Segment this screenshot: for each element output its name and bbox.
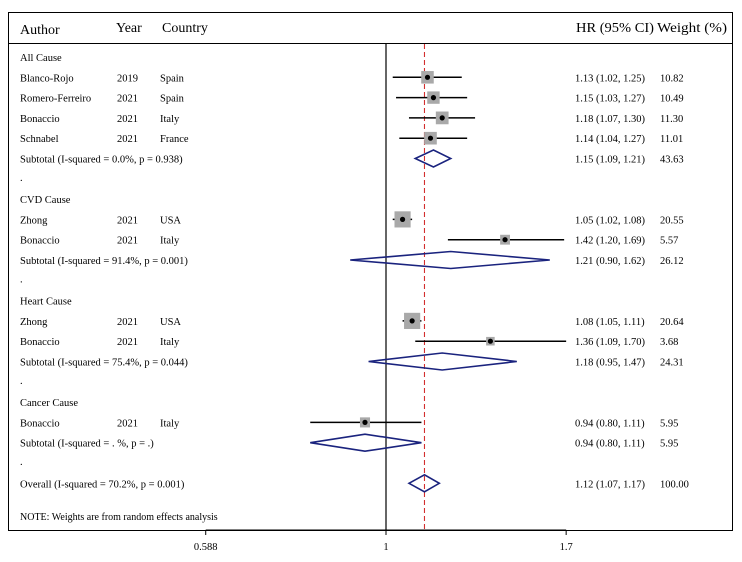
subtotal-hr-ci: 1.21 (0.90, 1.62) bbox=[575, 256, 645, 267]
study-weight: 10.82 bbox=[660, 73, 684, 84]
study-country: Spain bbox=[160, 73, 185, 84]
x-tick-label: 1.7 bbox=[560, 542, 573, 553]
point-estimate bbox=[427, 135, 434, 141]
study-author: Bonaccio bbox=[20, 236, 60, 247]
study-weight: 11.30 bbox=[660, 114, 683, 125]
subtotal-hr-ci: 0.94 (0.80, 1.11) bbox=[575, 439, 645, 450]
spacer-dot: . bbox=[20, 376, 23, 387]
subtotal-weight: 26.12 bbox=[660, 256, 684, 267]
study-hr-ci: 0.94 (0.80, 1.11) bbox=[575, 418, 645, 429]
subtotal-hr-ci: 1.15 (1.09, 1.21) bbox=[575, 155, 645, 166]
study-hr-ci: 1.18 (1.07, 1.30) bbox=[575, 114, 645, 125]
subtotal-diamond bbox=[350, 250, 550, 270]
subtotal-diamond bbox=[310, 433, 422, 453]
study-year: 2019 bbox=[117, 73, 138, 84]
subtotal-weight: 43.63 bbox=[660, 155, 684, 166]
study-hr-ci: 1.14 (1.04, 1.27) bbox=[575, 134, 645, 145]
plot-marks bbox=[310, 71, 567, 493]
x-axis: 0.588 1 1.7 bbox=[194, 529, 573, 553]
point-estimate bbox=[487, 338, 493, 344]
study-author: Zhong bbox=[20, 317, 48, 328]
subtotal-weight: 24.31 bbox=[660, 358, 684, 369]
point-estimate bbox=[424, 74, 431, 80]
study-hr-ci: 1.13 (1.02, 1.25) bbox=[575, 73, 645, 84]
study-weight: 5.57 bbox=[660, 236, 678, 247]
study-hr-ci: 1.05 (1.02, 1.08) bbox=[575, 215, 645, 226]
plot-frame bbox=[8, 12, 733, 531]
study-country: USA bbox=[160, 317, 181, 328]
header-hr: HR (95% CI) bbox=[576, 21, 654, 36]
group-title: CVD Cause bbox=[20, 195, 71, 206]
study-weight: 3.68 bbox=[660, 337, 678, 348]
header-country: Country bbox=[162, 21, 208, 36]
study-weight: 11.01 bbox=[660, 134, 683, 145]
study-year: 2021 bbox=[117, 94, 138, 105]
study-weight: 5.95 bbox=[660, 418, 678, 429]
header-author: Author bbox=[20, 23, 60, 38]
point-estimate bbox=[430, 95, 437, 101]
study-hr-ci: 1.36 (1.09, 1.70) bbox=[575, 337, 645, 348]
x-tick-label: 1 bbox=[383, 542, 388, 553]
study-year: 2021 bbox=[117, 337, 138, 348]
footnote: NOTE: Weights are from random effects an… bbox=[20, 512, 218, 523]
study-year: 2021 bbox=[117, 215, 138, 226]
group-title: Heart Cause bbox=[20, 297, 72, 308]
study-hr-ci: 1.08 (1.05, 1.11) bbox=[575, 317, 645, 328]
overall-weight: 100.00 bbox=[660, 479, 689, 490]
spacer-dot: . bbox=[20, 457, 23, 468]
subtotal-hr-ci: 1.18 (0.95, 1.47) bbox=[575, 358, 645, 369]
point-estimate bbox=[502, 237, 508, 243]
study-year: 2021 bbox=[117, 236, 138, 247]
study-author: Schnabel bbox=[20, 134, 59, 145]
study-country: Italy bbox=[160, 418, 180, 429]
study-author: Romero-Ferreiro bbox=[20, 94, 91, 105]
study-year: 2021 bbox=[117, 114, 138, 125]
study-rows: All Cause Blanco-Rojo 2019 Spain 1.13 (1.02,… bbox=[20, 53, 689, 490]
subtotal-label: Subtotal (I-squared = 0.0%, p = 0.938) bbox=[20, 155, 183, 166]
study-hr-ci: 1.42 (1.20, 1.69) bbox=[575, 236, 645, 247]
study-author: Bonaccio bbox=[20, 114, 60, 125]
point-estimate bbox=[439, 115, 445, 121]
study-country: USA bbox=[160, 215, 181, 226]
subtotal-diamond bbox=[368, 352, 517, 371]
study-country: Italy bbox=[160, 236, 180, 247]
overall-hr-ci: 1.12 (1.07, 1.17) bbox=[575, 479, 645, 490]
study-country: Italy bbox=[160, 114, 180, 125]
study-author: Bonaccio bbox=[20, 337, 60, 348]
x-tick-label: 0.588 bbox=[194, 542, 218, 553]
point-estimate bbox=[409, 318, 415, 324]
header-weight: Weight (%) bbox=[657, 21, 727, 36]
study-hr-ci: 1.15 (1.03, 1.27) bbox=[575, 94, 645, 105]
group-title: Cancer Cause bbox=[20, 398, 78, 409]
study-year: 2021 bbox=[117, 317, 138, 328]
study-year: 2021 bbox=[117, 418, 138, 429]
group-title: All Cause bbox=[20, 53, 62, 64]
subtotal-weight: 5.95 bbox=[660, 439, 678, 450]
spacer-dot: . bbox=[20, 274, 23, 285]
point-estimate bbox=[362, 419, 368, 425]
study-country: Italy bbox=[160, 337, 180, 348]
subtotal-label: Subtotal (I-squared = . %, p = .) bbox=[20, 439, 154, 450]
study-weight: 20.64 bbox=[660, 317, 684, 328]
header-year: Year bbox=[116, 21, 142, 36]
subtotal-diamond bbox=[413, 149, 453, 168]
reference-lines bbox=[385, 44, 426, 530]
spacer-dot: . bbox=[20, 173, 23, 184]
study-author: Bonaccio bbox=[20, 418, 60, 429]
study-year: 2021 bbox=[117, 134, 138, 145]
overall-label: Overall (I-squared = 70.2%, p = 0.001) bbox=[20, 479, 185, 490]
subtotal-label: Subtotal (I-squared = 75.4%, p = 0.044) bbox=[20, 358, 188, 369]
subtotal-label: Subtotal (I-squared = 91.4%, p = 0.001) bbox=[20, 256, 188, 267]
point-estimate bbox=[399, 216, 406, 222]
study-author: Zhong bbox=[20, 215, 48, 226]
study-author: Blanco-Rojo bbox=[20, 73, 74, 84]
study-country: France bbox=[160, 134, 189, 145]
study-country: Spain bbox=[160, 94, 185, 105]
study-weight: 20.55 bbox=[660, 215, 684, 226]
overall-diamond bbox=[407, 473, 441, 493]
study-weight: 10.49 bbox=[660, 94, 684, 105]
